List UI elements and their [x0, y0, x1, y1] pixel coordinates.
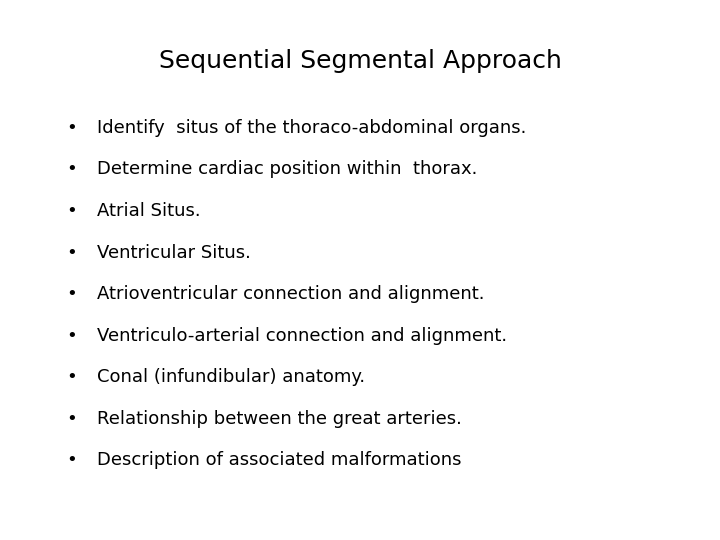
Text: Identify  situs of the thoraco-abdominal organs.: Identify situs of the thoraco-abdominal …: [97, 119, 526, 137]
Text: Atrial Situs.: Atrial Situs.: [97, 202, 201, 220]
Text: Conal (infundibular) anatomy.: Conal (infundibular) anatomy.: [97, 368, 365, 386]
Text: •: •: [67, 244, 77, 261]
Text: Relationship between the great arteries.: Relationship between the great arteries.: [97, 410, 462, 428]
Text: Ventriculo-arterial connection and alignment.: Ventriculo-arterial connection and align…: [97, 327, 508, 345]
Text: •: •: [67, 410, 77, 428]
Text: •: •: [67, 451, 77, 469]
Text: Atrioventricular connection and alignment.: Atrioventricular connection and alignmen…: [97, 285, 485, 303]
Text: Sequential Segmental Approach: Sequential Segmental Approach: [158, 49, 562, 72]
Text: •: •: [67, 202, 77, 220]
Text: Determine cardiac position within  thorax.: Determine cardiac position within thorax…: [97, 160, 477, 178]
Text: •: •: [67, 327, 77, 345]
Text: Ventricular Situs.: Ventricular Situs.: [97, 244, 251, 261]
Text: •: •: [67, 368, 77, 386]
Text: Description of associated malformations: Description of associated malformations: [97, 451, 462, 469]
Text: •: •: [67, 285, 77, 303]
Text: •: •: [67, 119, 77, 137]
Text: •: •: [67, 160, 77, 178]
